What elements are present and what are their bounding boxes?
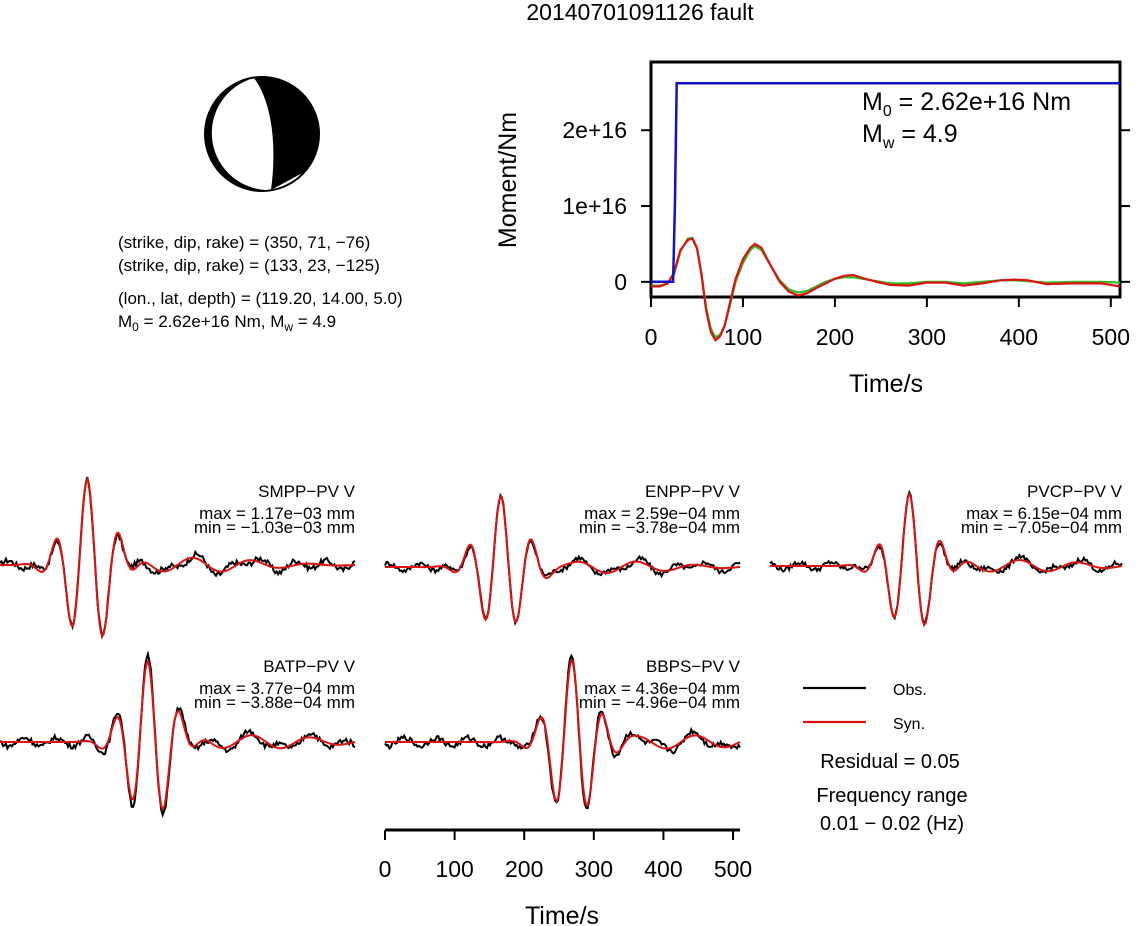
moment-xtick-label: 300 bbox=[908, 324, 946, 350]
moment-rate-green bbox=[651, 236, 1121, 339]
station-max: max = 2.59e−04 mm bbox=[584, 504, 740, 523]
station-min: min = −3.88e−04 mm bbox=[194, 693, 355, 712]
moment-ytick-label: 1e+16 bbox=[562, 193, 627, 219]
station-name: BBPS−PV V bbox=[646, 657, 741, 676]
cumulative-moment-line bbox=[651, 81, 1120, 284]
synthetic-waveform bbox=[0, 659, 356, 812]
moment-panel-m0: M0 = 2.62e+16 Nm bbox=[862, 88, 1071, 120]
station-name: ENPP−PV V bbox=[645, 482, 741, 501]
moment-panel-mw: Mw = 4.9 bbox=[862, 120, 958, 152]
focal-mechanism-beachball bbox=[204, 76, 320, 192]
station-max: max = 3.77e−04 mm bbox=[199, 679, 355, 698]
legend: Obs. Syn. Residual = 0.05 Frequency rang… bbox=[803, 682, 968, 835]
moment-axes: 0 100 200 300 400 500 0 1e+16 2e+16 bbox=[562, 117, 1130, 350]
event-location: (lon., lat, depth) = (119.20, 14.00, 5.0… bbox=[118, 289, 403, 308]
event-magnitude: M0 = 2.62e+16 Nm, Mw = 4.9 bbox=[118, 312, 336, 334]
moment-ytick-label: 2e+16 bbox=[562, 117, 627, 143]
station-min: min = −1.03e−03 mm bbox=[194, 518, 355, 537]
moment-xlabel: Time/s bbox=[849, 370, 923, 398]
station-max: max = 6.15e−04 mm bbox=[966, 504, 1122, 523]
time-xtick-label: 0 bbox=[379, 856, 392, 882]
legend-syn-label: Syn. bbox=[893, 716, 925, 733]
moment-xtick-label: 500 bbox=[1092, 324, 1130, 350]
time-xtick-label: 100 bbox=[435, 856, 473, 882]
time-xtick-label: 200 bbox=[505, 856, 543, 882]
station-name: PVCP−PV V bbox=[1027, 482, 1123, 501]
moment-plot-frame bbox=[649, 60, 1122, 299]
residual-text: Residual = 0.05 bbox=[820, 751, 960, 773]
time-xtick-label: 400 bbox=[644, 856, 682, 882]
station-min: min = −7.05e−04 mm bbox=[961, 518, 1122, 537]
moment-panel: 0 100 200 300 400 500 0 1e+16 2e+16 M0 = 2.62e+1… bbox=[494, 60, 1130, 398]
figure-title: 20140701091126 fault bbox=[526, 0, 754, 25]
moment-rate-red bbox=[651, 237, 1121, 342]
legend-obs-label: Obs. bbox=[893, 682, 927, 699]
frequency-range-value: 0.01 − 0.02 (Hz) bbox=[820, 813, 964, 835]
moment-xtick-label: 200 bbox=[816, 324, 854, 350]
moment-ylabel: Moment/Nm bbox=[494, 112, 522, 248]
time-xtick-label: 300 bbox=[575, 856, 613, 882]
station-max: max = 1.17e−03 mm bbox=[199, 504, 355, 523]
station-min: min = −4.96e−04 mm bbox=[579, 693, 740, 712]
frequency-range-title: Frequency range bbox=[816, 785, 967, 807]
moment-xtick-label: 0 bbox=[645, 324, 658, 350]
nodal-plane-1: (strike, dip, rake) = (350, 71, −76) bbox=[118, 233, 370, 252]
synthetic-waveform bbox=[770, 491, 1123, 627]
nodal-plane-2: (strike, dip, rake) = (133, 23, −125) bbox=[118, 256, 380, 275]
moment-ytick-label: 0 bbox=[614, 269, 627, 295]
time-xtick-label: 500 bbox=[714, 856, 752, 882]
waveform-time-axis: 0 100 200 300 400 500 bbox=[379, 828, 752, 882]
synthetic-waveform bbox=[385, 658, 741, 807]
waveform-xlabel: Time/s bbox=[525, 902, 599, 926]
synthetic-waveform bbox=[385, 494, 741, 624]
observed-waveform bbox=[0, 650, 356, 819]
synthetic-waveform bbox=[0, 476, 355, 638]
station-min: min = −3.78e−04 mm bbox=[579, 518, 740, 537]
station-name: SMPP−PV V bbox=[258, 482, 356, 501]
station-name: BATP−PV V bbox=[263, 657, 355, 676]
moment-xtick-label: 400 bbox=[1000, 324, 1038, 350]
station-max: max = 4.36e−04 mm bbox=[584, 679, 740, 698]
moment-xtick-label: 100 bbox=[724, 324, 762, 350]
